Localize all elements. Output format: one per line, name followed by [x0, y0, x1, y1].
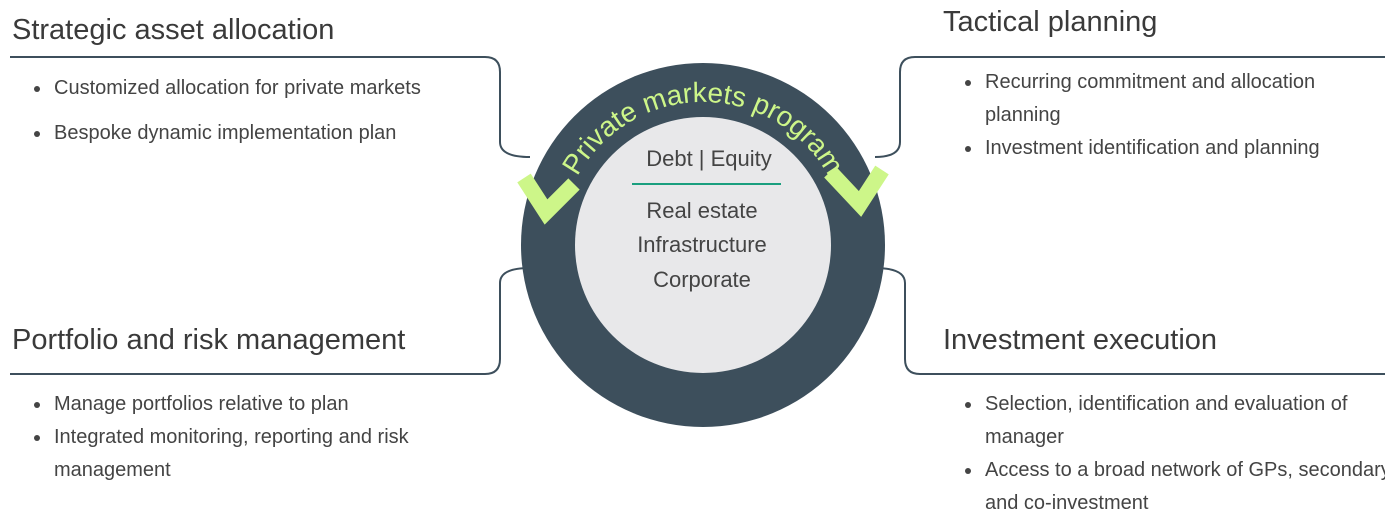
quadrant-title: Strategic asset allocation: [12, 14, 335, 46]
quadrant-title: Tactical planning: [943, 6, 1158, 38]
bullet: Integrated monitoring, reporting and ris…: [52, 421, 492, 487]
bullet: Access to a broad network of GPs, second…: [983, 454, 1385, 520]
connectors: [10, 56, 1385, 375]
connector: [874, 267, 1385, 375]
bullet-list: Customized allocation for private market…: [32, 66, 532, 156]
connector: [10, 56, 531, 158]
bullet: Selection, identification and evaluation…: [983, 388, 1385, 454]
bullet-list: Selection, identification and evaluation…: [963, 388, 1385, 520]
bullet-list: Manage portfolios relative to planIntegr…: [32, 388, 492, 487]
center-item: Infrastructure: [637, 232, 767, 257]
inner-circle: [575, 117, 831, 373]
chevron: [517, 173, 580, 225]
bullet-list: Recurring commitment and allocation plan…: [963, 66, 1385, 165]
center-item: Corporate: [653, 267, 751, 292]
bullet: Recurring commitment and allocation plan…: [983, 66, 1385, 132]
chevron: [824, 165, 889, 217]
center-top: Debt | Equity: [646, 146, 772, 171]
bullet: Bespoke dynamic implementation plan: [52, 111, 532, 156]
connector: [874, 56, 1385, 158]
connector: [10, 267, 531, 375]
bullet: Customized allocation for private market…: [52, 66, 532, 111]
quadrant-title: Portfolio and risk management: [12, 324, 406, 356]
center-item: Real estate: [646, 198, 757, 223]
bullet: Investment identification and planning: [983, 132, 1385, 165]
bullet: Manage portfolios relative to plan: [52, 388, 492, 421]
quadrant-title: Investment execution: [943, 324, 1218, 356]
center-items: Real estate Infrastructure Corporate: [637, 198, 767, 292]
